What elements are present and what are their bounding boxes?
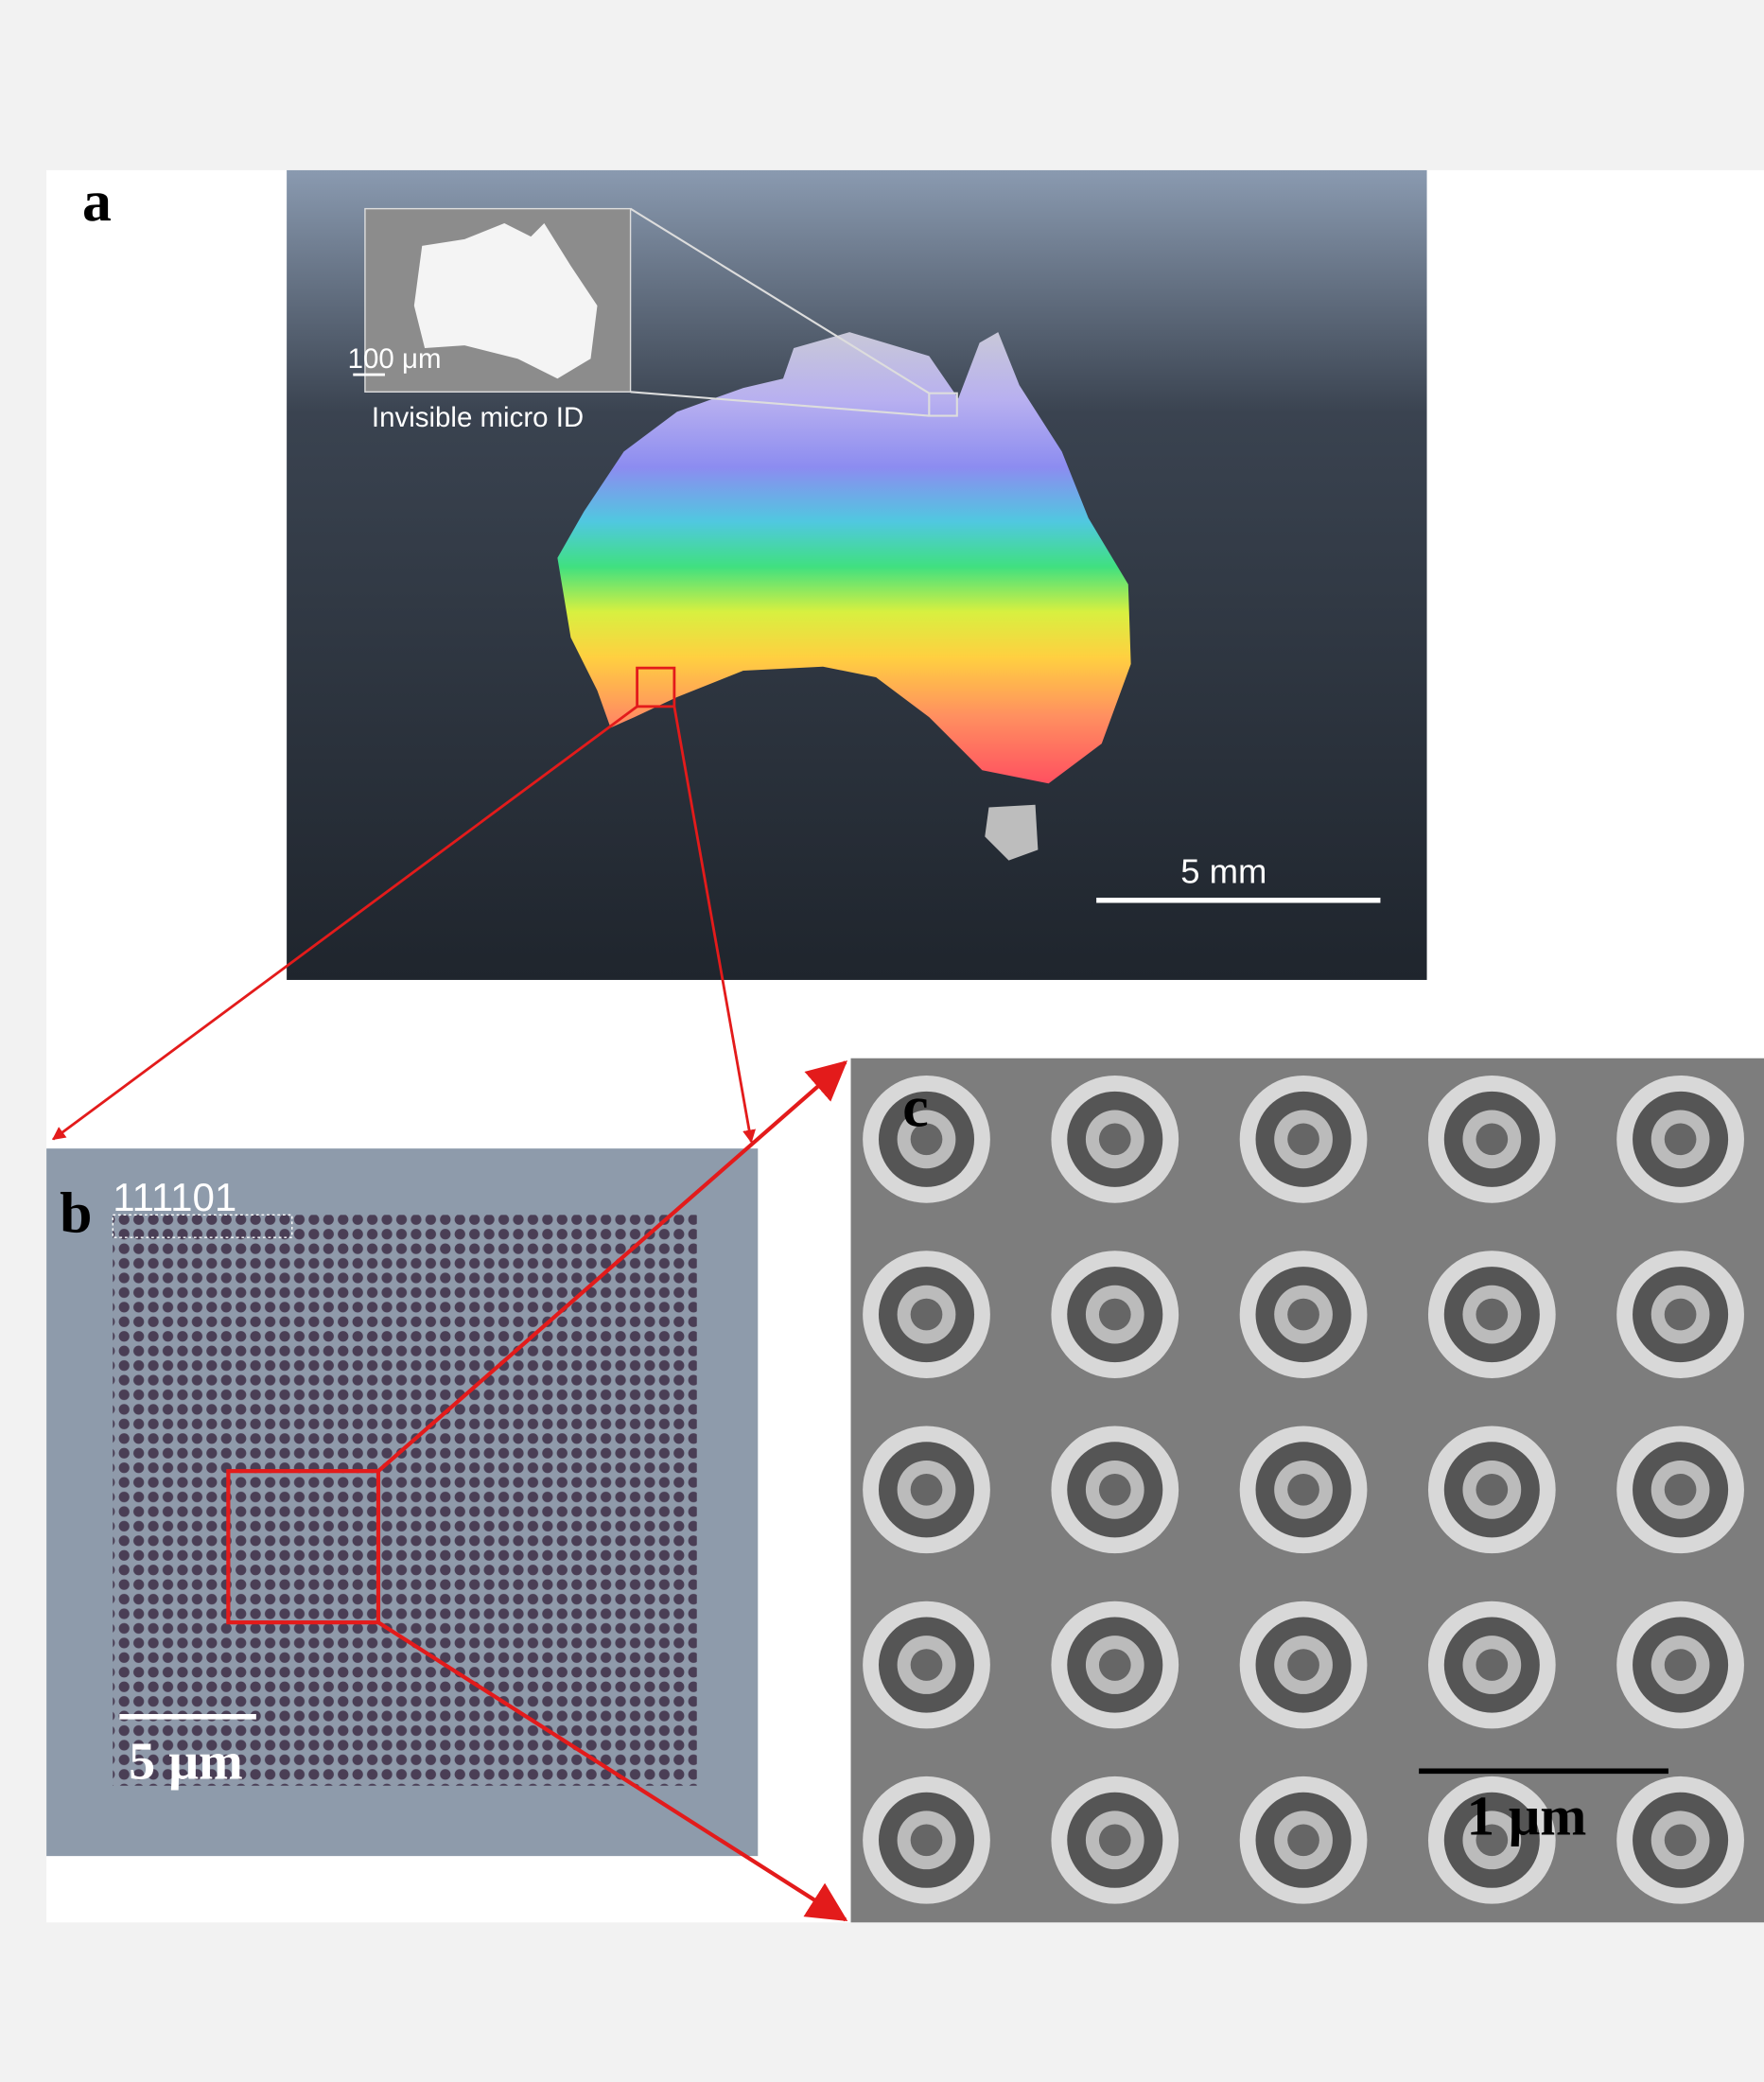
- pit: [1665, 1474, 1697, 1506]
- pit: [911, 1824, 943, 1856]
- pit: [1099, 1824, 1131, 1856]
- pit: [911, 1649, 943, 1681]
- pixel-array: [113, 1215, 696, 1785]
- pit: [911, 1474, 943, 1506]
- pit: [1287, 1649, 1319, 1681]
- inset-scale-label: 100 μm: [348, 343, 442, 375]
- pit: [1099, 1299, 1131, 1331]
- pit: [1287, 1474, 1319, 1506]
- pit: [1099, 1124, 1131, 1156]
- pit: [1476, 1649, 1508, 1681]
- pit: [1476, 1474, 1508, 1506]
- panel-label: c: [902, 1075, 928, 1139]
- pit: [911, 1299, 943, 1331]
- pit: [1099, 1474, 1131, 1506]
- pit: [1287, 1824, 1319, 1856]
- panel-label: a: [82, 169, 112, 234]
- inset-caption: Invisible micro ID: [372, 402, 584, 433]
- pit: [1665, 1824, 1697, 1856]
- code-label: 111101: [113, 1175, 236, 1219]
- pit: [1476, 1299, 1508, 1331]
- pit: [1665, 1299, 1697, 1331]
- pit: [1665, 1124, 1697, 1156]
- panel-label: b: [60, 1181, 92, 1246]
- pit: [1665, 1649, 1697, 1681]
- page: 100 μm Invisible micro ID 5 mm a b 11110…: [0, 0, 1764, 2082]
- scale-label: 1 μm: [1467, 1785, 1587, 1847]
- scale-label: 5 mm: [1180, 852, 1266, 891]
- figure: 100 μm Invisible micro ID 5 mm a b 11110…: [0, 0, 1764, 2082]
- pit: [1287, 1124, 1319, 1156]
- pit: [1476, 1124, 1508, 1156]
- pit: [1287, 1299, 1319, 1331]
- pit: [1099, 1649, 1131, 1681]
- scale-label: 5 μm: [129, 1733, 243, 1792]
